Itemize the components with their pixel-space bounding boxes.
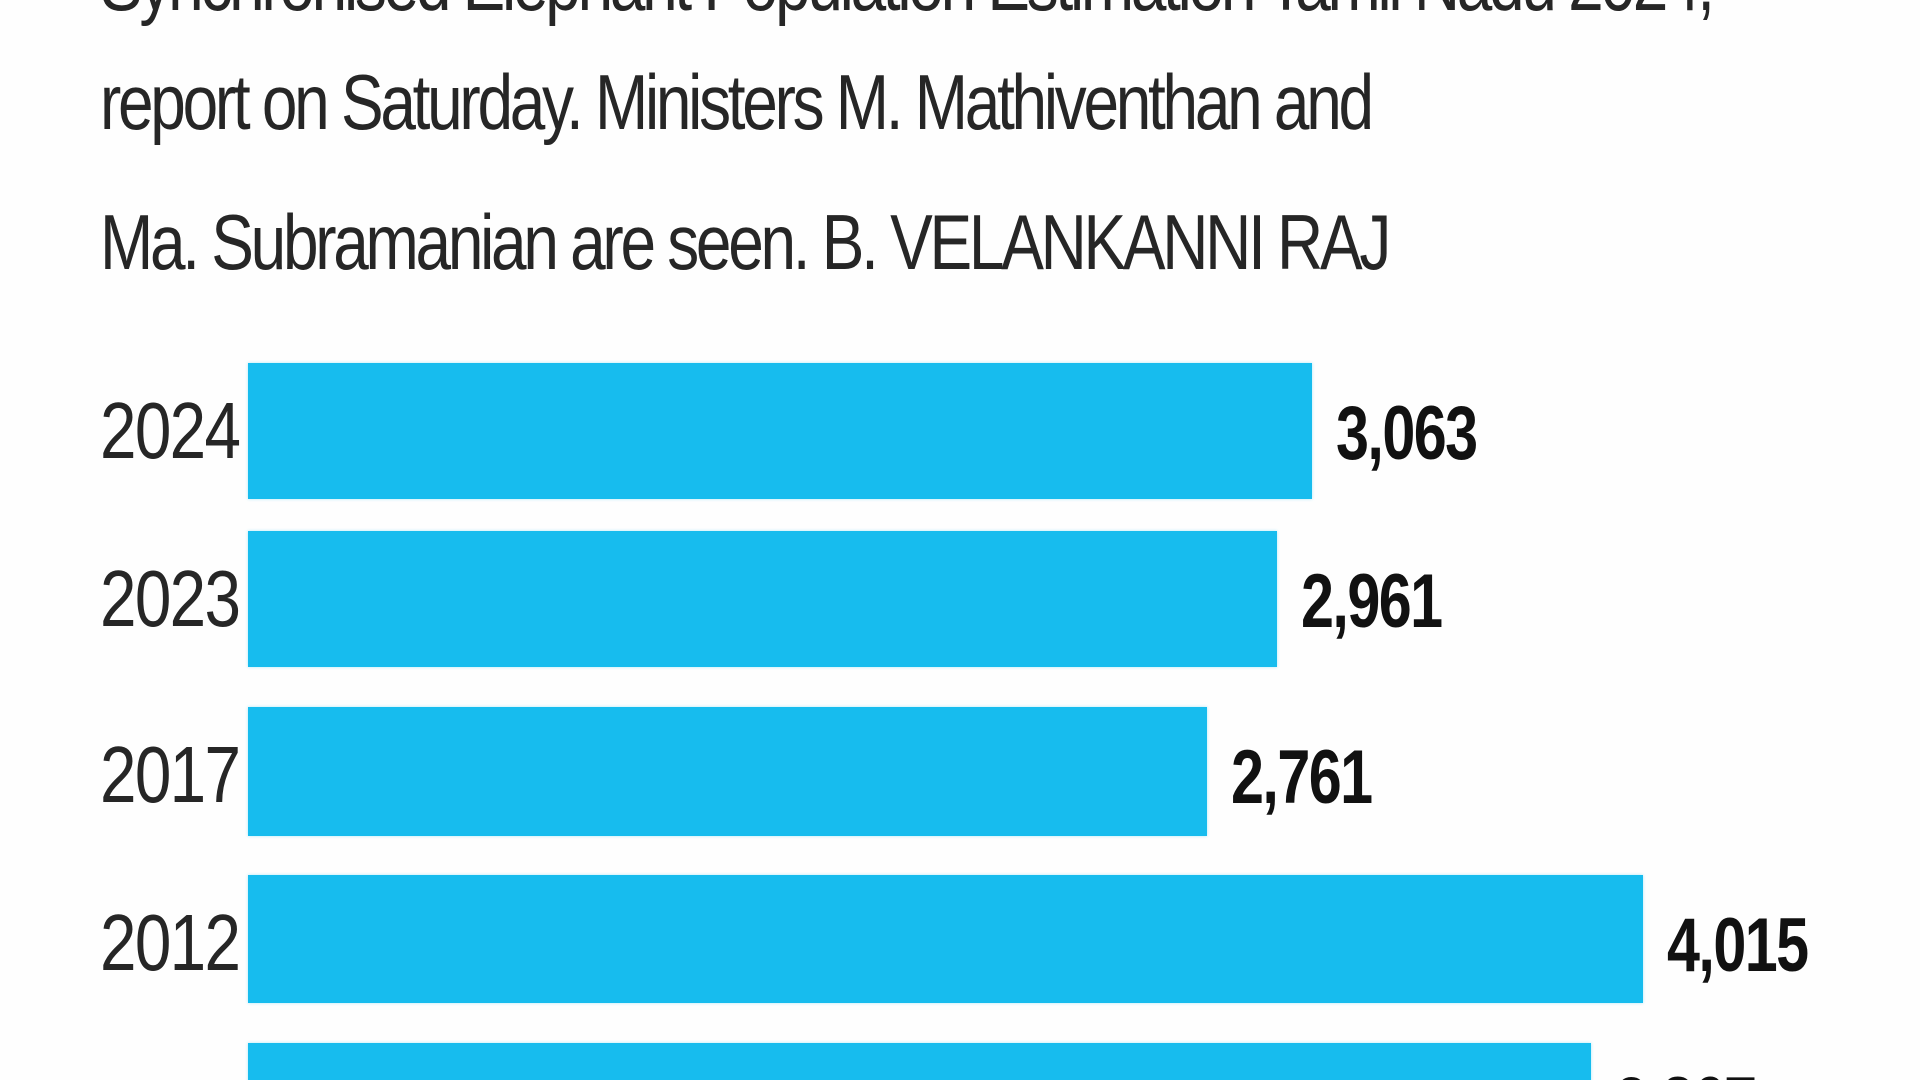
bar: [248, 1043, 1591, 1080]
year-label: 2024: [100, 386, 241, 475]
caption-line-0: Synchronised Elephant Population Estimat…: [100, 0, 1715, 22]
value-label: 2,961: [1301, 559, 1443, 644]
bar: [248, 363, 1312, 499]
value-label: 4,015: [1667, 903, 1809, 988]
value-label: 3,063: [1336, 391, 1478, 476]
value-label: 2,761: [1231, 735, 1373, 820]
year-label: 2012: [100, 898, 241, 987]
value-label: 3,867: [1615, 1067, 1757, 1080]
bar: [248, 531, 1277, 667]
bar: [248, 707, 1207, 836]
year-label: 2017: [100, 730, 241, 819]
bar: [248, 875, 1643, 1003]
caption-line-2: Ma. Subramanian are seen. B. VELANKANNI …: [100, 198, 1391, 286]
caption-line-1: report on Saturday. Ministers M. Mathive…: [100, 58, 1374, 146]
year-label: 2023: [100, 554, 241, 643]
